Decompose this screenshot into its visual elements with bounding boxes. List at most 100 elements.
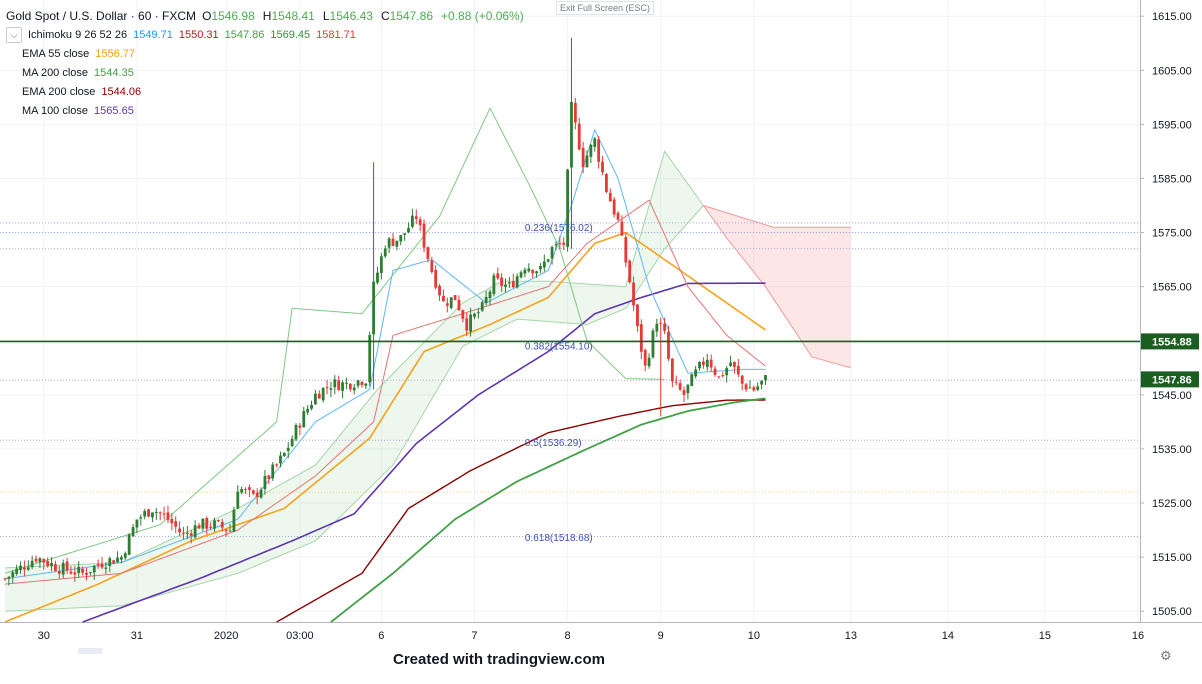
candle-body <box>57 571 61 574</box>
candle-body <box>663 323 666 331</box>
y-tick-label: 1505.00 <box>1152 606 1192 618</box>
candle-body <box>282 452 286 457</box>
candle-body <box>127 534 131 555</box>
price-axis[interactable]: 1505.001515.001525.001535.001545.001555.… <box>1140 11 1199 618</box>
series-line <box>4 129 766 580</box>
candle-body <box>484 297 488 304</box>
candles[interactable] <box>3 37 767 586</box>
x-tick-label: 10 <box>748 630 760 642</box>
candle-body <box>690 374 694 386</box>
candle-body <box>461 310 465 319</box>
x-tick-label: 8 <box>565 630 571 642</box>
indicator-value: 1544.35 <box>94 66 134 79</box>
candle-body <box>729 362 732 367</box>
gear-icon[interactable]: ⚙ <box>1160 648 1172 663</box>
indicator-name: MA 200 close <box>22 66 89 79</box>
indicator-lines <box>4 107 766 623</box>
candle-body <box>659 322 663 324</box>
candle-body <box>81 568 84 573</box>
x-tick-label: 31 <box>131 630 143 642</box>
ohlc-h: H1548.41 <box>262 8 315 23</box>
candle-body <box>42 558 46 563</box>
candle-body <box>709 359 713 368</box>
symbol-title: Gold Spot / U.S. Dollar · 60 · FXCM <box>6 8 197 23</box>
candle-body <box>585 155 589 168</box>
candle-body <box>73 572 77 575</box>
candle-body <box>201 518 205 529</box>
candle-body <box>597 139 601 162</box>
candle-body <box>566 169 569 247</box>
candle-body <box>721 375 725 377</box>
price-chart[interactable]: 0.236(1576.02) 0.382(1554.10) 0.5(1536.29)… <box>0 0 1202 648</box>
candle-body <box>100 563 104 568</box>
y-tick-label: 1545.00 <box>1152 390 1192 402</box>
candle-body <box>620 221 624 236</box>
candle-body <box>488 291 492 299</box>
x-tick-label: 14 <box>942 630 954 642</box>
candle-body <box>147 509 150 517</box>
candle-body <box>608 192 612 202</box>
candle-body <box>290 438 294 447</box>
time-axis[interactable]: 30 31 2020 03:00 6 7 8 9 10 13 14 15 16 <box>38 630 1144 642</box>
price-mark-label: 1547.86 <box>1152 374 1192 386</box>
candle-body <box>162 513 166 515</box>
indicator-name: EMA 55 close <box>22 47 90 60</box>
indicator-row[interactable]: ⌵ Ichimoku 9 26 52 26 1549.71 1550.31 1547.8… <box>6 25 528 44</box>
candle-body <box>655 323 659 332</box>
fib-label: 0.618(1518.68) <box>525 533 593 544</box>
candle-body <box>360 381 364 386</box>
y-tick-label: 1615.00 <box>1152 11 1192 23</box>
candle-body <box>77 566 81 573</box>
candle-body <box>395 240 399 247</box>
candle-body <box>34 558 38 562</box>
candle-body <box>647 357 651 367</box>
candle-body <box>108 558 112 566</box>
series-line <box>276 399 766 623</box>
candle-body <box>240 489 244 493</box>
series-line <box>4 199 766 585</box>
indicator-row[interactable]: MA 100 close 1565.65 <box>6 101 528 120</box>
y-tick-label: 1515.00 <box>1152 552 1192 564</box>
indicator-row[interactable]: EMA 55 close 1556.77 <box>6 44 528 63</box>
candle-body <box>445 303 449 306</box>
series-line <box>82 282 766 623</box>
candle-body <box>465 318 469 331</box>
indicator-list: ⌵ Ichimoku 9 26 52 26 1549.71 1550.31 1547.8… <box>6 25 528 120</box>
candle-body <box>605 174 608 192</box>
candle-body <box>422 223 426 248</box>
candle-body <box>589 144 593 157</box>
candle-body <box>414 216 418 219</box>
y-tick-label: 1605.00 <box>1152 65 1192 77</box>
candle-body <box>504 284 507 287</box>
indicator-row[interactable]: MA 200 close 1544.35 <box>6 63 528 82</box>
candle-body <box>639 324 643 352</box>
indicator-row[interactable]: EMA 200 close 1544.06 <box>6 82 528 101</box>
resize-handle[interactable] <box>78 648 102 654</box>
candle-body <box>112 560 116 564</box>
candle-body <box>104 567 108 569</box>
chevron-down-icon[interactable]: ⌵ <box>6 26 22 43</box>
candle-body <box>570 101 573 168</box>
series-line <box>4 107 665 574</box>
candle-body <box>224 529 228 531</box>
candle-body <box>717 376 721 378</box>
candle-body <box>174 521 178 527</box>
candle-body <box>546 259 550 262</box>
candle-body <box>182 532 185 534</box>
candle-body <box>383 248 387 257</box>
exit-fullscreen-button[interactable]: Exit Full Screen (ESC) <box>556 1 655 15</box>
candle-body <box>85 573 88 575</box>
candle-body <box>379 256 383 273</box>
candle-body <box>519 272 523 278</box>
candle-body <box>135 519 139 528</box>
candle-body <box>50 562 53 567</box>
candle-body <box>131 527 135 537</box>
indicator-value: 1549.71 <box>133 28 173 41</box>
candle-body <box>185 532 189 534</box>
candle-body <box>740 375 744 384</box>
candle-body <box>670 358 674 382</box>
candle-body <box>678 383 682 390</box>
candle-body <box>539 266 542 270</box>
candle-body <box>166 512 170 520</box>
y-tick-label: 1585.00 <box>1152 173 1192 185</box>
